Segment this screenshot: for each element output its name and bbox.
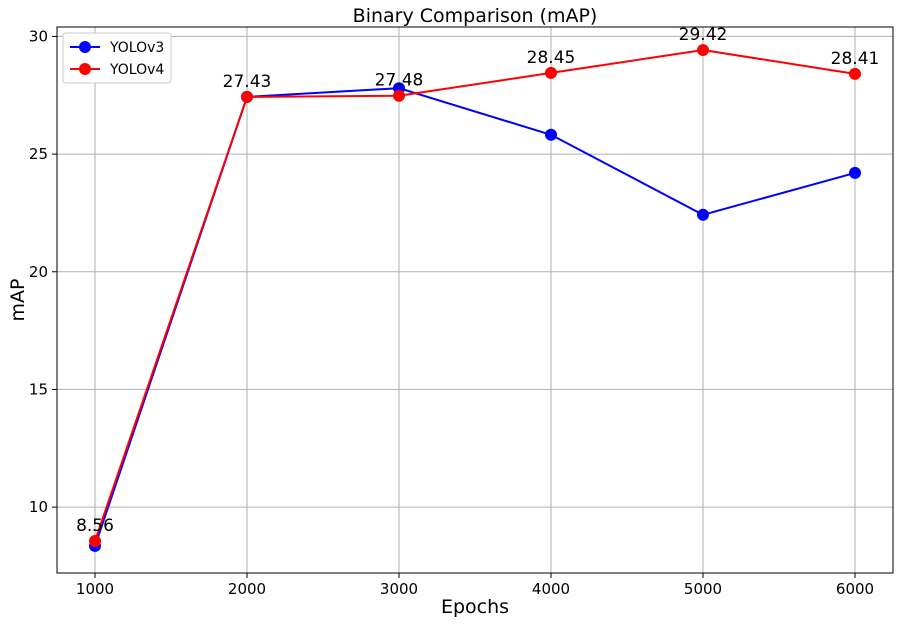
data-point	[849, 67, 861, 80]
y-axis-ticks: 10 15 20 25 30	[29, 27, 57, 516]
grid	[57, 27, 893, 573]
series-yolov4	[89, 44, 861, 547]
data-labels: 8.56 27.43 27.48 28.45 29.42 28.41	[76, 25, 879, 536]
data-label: 8.56	[76, 516, 114, 536]
x-tick-label: 6000	[836, 580, 874, 598]
legend-label: YOLOv3	[109, 40, 164, 56]
legend-items: YOLOv3 YOLOv4	[70, 40, 164, 78]
x-tick-label: 5000	[684, 580, 722, 598]
x-tick-label: 1000	[76, 580, 114, 598]
data-label: 27.48	[375, 71, 424, 91]
y-tick-label: 20	[29, 263, 48, 281]
chart-title: Binary Comparison (mAP)	[353, 5, 598, 27]
x-tick-label: 4000	[532, 580, 570, 598]
data-point	[697, 44, 709, 57]
data-label: 28.41	[831, 49, 880, 69]
x-axis-ticks: 1000 2000 3000 4000 5000 6000	[76, 573, 874, 598]
y-tick-label: 25	[29, 145, 48, 163]
y-tick-label: 30	[29, 27, 48, 45]
data-point	[545, 128, 557, 141]
data-point	[697, 208, 709, 221]
legend-marker	[79, 63, 91, 75]
data-point	[241, 90, 253, 103]
series-line	[94, 49, 856, 542]
legend-marker	[79, 41, 91, 53]
x-axis-label: Epochs	[441, 596, 509, 618]
data-label: 28.45	[527, 48, 576, 68]
data-point	[545, 66, 557, 79]
x-tick-label: 2000	[228, 580, 266, 598]
y-axis-label: mAP	[7, 279, 29, 322]
data-point	[89, 534, 101, 547]
plot-frame	[56, 26, 894, 574]
data-point	[393, 89, 405, 102]
y-tick-label: 15	[29, 380, 48, 398]
x-tick-label: 3000	[380, 580, 418, 598]
series-lines	[89, 44, 861, 552]
legend: YOLOv3 YOLOv4	[62, 32, 172, 84]
y-tick-label: 10	[29, 498, 48, 516]
data-label: 29.42	[679, 25, 728, 45]
data-label: 27.43	[223, 72, 272, 92]
legend-label: YOLOv4	[109, 62, 164, 78]
data-point	[849, 166, 861, 179]
